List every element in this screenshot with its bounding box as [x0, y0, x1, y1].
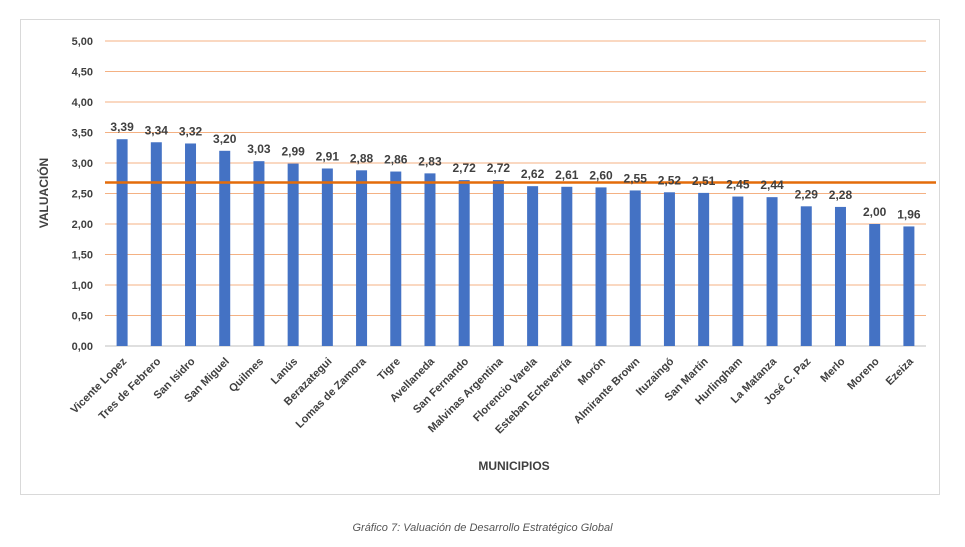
bar: [834, 206, 846, 346]
bar: [527, 186, 539, 346]
y-tick-label: 0,50: [72, 311, 93, 323]
data-label: 2,88: [350, 151, 374, 165]
y-tick-label: 1,50: [72, 250, 93, 262]
data-label: 2,61: [555, 168, 579, 182]
bar: [253, 161, 265, 346]
data-label: 2,91: [316, 149, 340, 163]
y-tick-label: 2,00: [72, 219, 93, 231]
data-label: 2,99: [281, 145, 305, 159]
bar: [903, 226, 915, 346]
figure-caption: Gráfico 7: Valuación de Desarrollo Estra…: [352, 522, 613, 534]
data-label: 2,52: [658, 173, 682, 187]
x-tick-label: Florencio Varela: [471, 355, 540, 424]
x-tick-label: Merlo: [818, 355, 847, 384]
bar: [800, 206, 812, 346]
data-label: 2,44: [760, 178, 784, 192]
bar: [698, 192, 710, 346]
data-label: 2,45: [726, 178, 750, 192]
x-axis-title: MUNICIPIOS: [478, 459, 549, 473]
bar: [150, 142, 162, 346]
x-tick-label: Ezeiza: [884, 355, 917, 388]
bar: [595, 187, 607, 346]
y-tick-label: 3,00: [72, 158, 93, 170]
bar: [458, 180, 470, 346]
bar: [561, 186, 573, 346]
data-label: 2,00: [863, 205, 887, 219]
data-label: 3,34: [145, 123, 169, 137]
bars: [116, 139, 915, 346]
x-tick-label: Vicente Lopez: [69, 355, 130, 416]
data-label: 2,83: [418, 154, 442, 168]
y-tick-label: 4,50: [72, 67, 93, 79]
y-tick-label: 4,00: [72, 97, 93, 109]
gridlines: [105, 40, 926, 347]
x-tick-label: Almirante Brown: [572, 355, 643, 426]
x-tick-label: Tigre: [376, 356, 403, 383]
y-tick-label: 1,00: [72, 280, 93, 292]
data-label: 2,72: [453, 161, 477, 175]
data-label: 3,39: [110, 120, 134, 134]
data-label: 2,62: [521, 167, 545, 181]
data-label: 1,96: [897, 207, 921, 221]
data-labels: 3,39 3,34 3,32 3,20 3,03 2,99 2,91 2,88 2,86 2,83…: [110, 120, 920, 221]
x-tick-label: Quilmes: [227, 356, 266, 395]
data-label: 2,72: [487, 161, 511, 175]
bar: [321, 168, 333, 346]
bar: [732, 196, 744, 346]
bar: [185, 143, 197, 346]
x-tick-label: Moreno: [845, 355, 882, 392]
data-label: 2,60: [589, 168, 613, 182]
y-tick-label: 2,50: [72, 189, 93, 201]
bar: [424, 173, 436, 346]
data-label: 2,51: [692, 174, 716, 188]
data-label: 3,20: [213, 132, 237, 146]
bar: [492, 180, 504, 346]
data-label: 2,55: [624, 171, 648, 185]
bar: [869, 224, 881, 346]
x-tick-label: Lanús: [269, 356, 300, 387]
bar: [390, 171, 402, 346]
bar: [356, 170, 368, 346]
bar: [116, 139, 128, 346]
y-tick-label: 0,00: [72, 341, 93, 353]
data-label: 3,32: [179, 124, 203, 138]
y-axis-title: VALUACIÓN: [36, 158, 51, 228]
data-label: 2,29: [795, 187, 819, 201]
bar: [219, 150, 231, 346]
bar: [629, 190, 641, 346]
y-tick-label: 5,00: [72, 36, 93, 48]
bar-chart: 0,00 0,50 1,00 1,50 2,00 2,50 3,00 3,50 4,00 4,50…: [36, 36, 936, 473]
bar: [766, 197, 778, 346]
chart-frame: 0,00 0,50 1,00 1,50 2,00 2,50 3,00 3,50 4,00 4,50…: [20, 19, 940, 495]
bar: [663, 192, 675, 346]
data-label: 2,28: [829, 188, 853, 202]
x-tick-label: Tres de Febrero: [97, 355, 164, 422]
bar: [287, 163, 299, 346]
data-label: 2,86: [384, 153, 408, 167]
y-axis-ticks: 0,00 0,50 1,00 1,50 2,00 2,50 3,00 3,50 4,00 4,50…: [72, 36, 93, 353]
data-label: 3,03: [247, 142, 271, 156]
x-tick-label: Morón: [576, 355, 608, 387]
y-tick-label: 3,50: [72, 128, 93, 140]
